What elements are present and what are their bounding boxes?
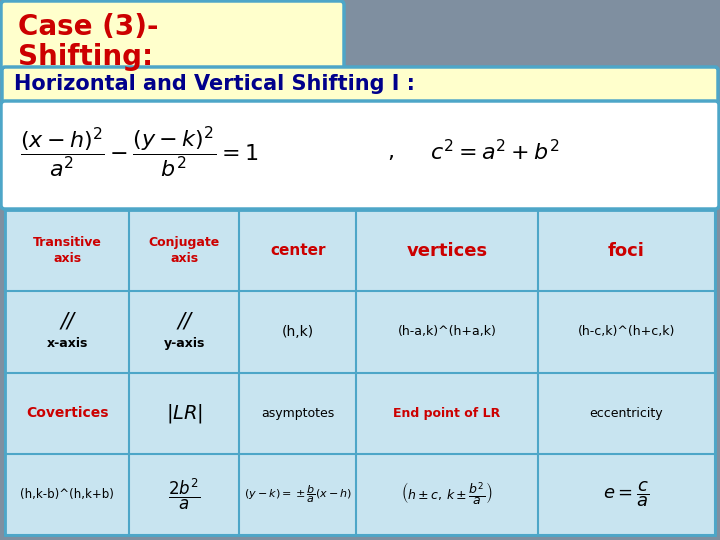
Text: //: // [177,312,192,332]
Text: (h-c,k)^(h+c,k): (h-c,k)^(h+c,k) [577,326,675,339]
Text: //: // [60,312,74,332]
Text: vertices: vertices [406,241,487,260]
Text: $\dfrac{(x-h)^2}{a^2} - \dfrac{(y-k)^2}{b^2} = 1$: $\dfrac{(x-h)^2}{a^2} - \dfrac{(y-k)^2}{… [20,124,258,180]
Text: End point of LR: End point of LR [393,407,500,420]
Text: foci: foci [608,241,644,260]
Text: $c^2 = a^2 + b^2$: $c^2 = a^2 + b^2$ [430,139,559,165]
Text: $\left(h\pm c,\,k\pm\dfrac{b^2}{a}\right)$: $\left(h\pm c,\,k\pm\dfrac{b^2}{a}\right… [401,481,492,508]
Text: Case (3)-: Case (3)- [18,13,158,41]
FancyBboxPatch shape [1,101,719,209]
Text: Shifting:: Shifting: [18,43,153,71]
Text: Horizontal and Vertical Shifting I :: Horizontal and Vertical Shifting I : [14,74,415,94]
Text: y-axis: y-axis [163,338,205,350]
FancyBboxPatch shape [1,1,344,79]
Text: $\dfrac{2b^2}{a}$: $\dfrac{2b^2}{a}$ [168,477,200,512]
Text: asymptotes: asymptotes [261,407,335,420]
Text: (h,k): (h,k) [282,325,314,339]
FancyBboxPatch shape [5,210,715,535]
Text: $|LR|$: $|LR|$ [166,402,203,424]
Text: $e=\dfrac{c}{a}$: $e=\dfrac{c}{a}$ [603,480,649,509]
Text: x-axis: x-axis [46,338,88,350]
Text: center: center [270,243,325,258]
Text: Covertices: Covertices [26,406,109,420]
Text: $,$: $,$ [387,142,393,162]
Text: Transitive
axis: Transitive axis [32,236,102,265]
Text: $(y-k)=\pm\dfrac{b}{a}(x-h)$: $(y-k)=\pm\dfrac{b}{a}(x-h)$ [244,484,352,505]
Text: (h,k-b)^(h,k+b): (h,k-b)^(h,k+b) [20,488,114,501]
FancyBboxPatch shape [2,67,718,103]
Text: (h-a,k)^(h+a,k): (h-a,k)^(h+a,k) [397,326,496,339]
Text: eccentricity: eccentricity [590,407,663,420]
Text: Conjugate
axis: Conjugate axis [148,236,220,265]
